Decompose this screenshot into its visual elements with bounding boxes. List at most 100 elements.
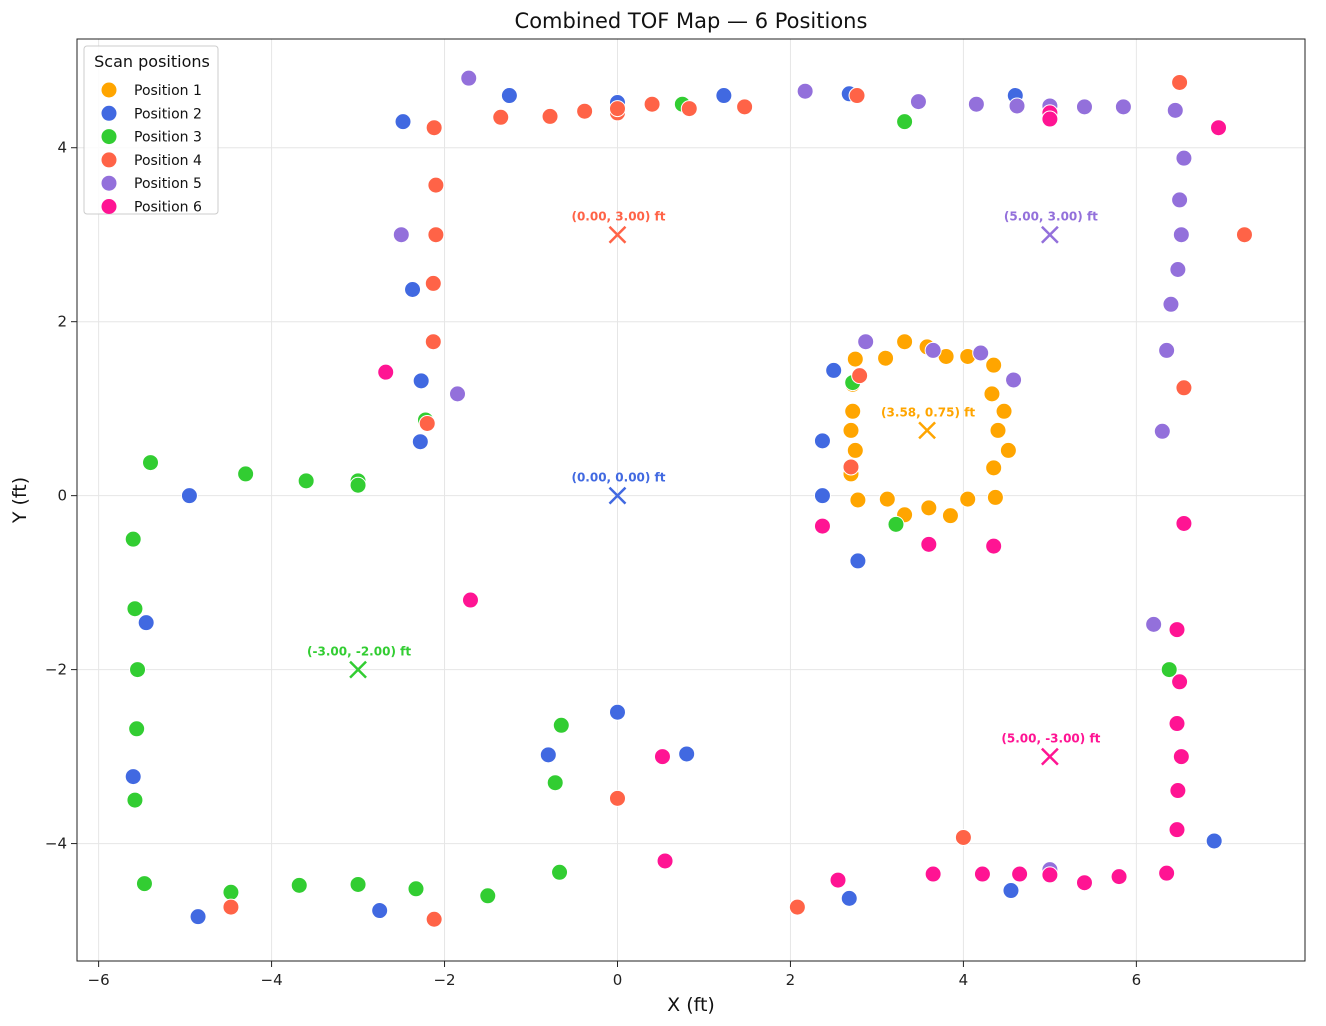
point-position-6 — [656, 852, 674, 870]
point-position-1 — [842, 421, 860, 439]
point-position-2 — [394, 113, 412, 131]
point-position-1 — [846, 350, 864, 368]
point-position-5 — [1175, 149, 1193, 167]
origin-marker-position-4 — [608, 225, 627, 244]
point-position-1 — [877, 349, 895, 367]
point-position-6 — [461, 591, 479, 609]
point-position-6 — [1168, 621, 1186, 639]
origin-marker-position-6 — [1041, 747, 1059, 766]
y-tick-label: 0 — [57, 487, 67, 505]
point-position-4 — [425, 119, 443, 137]
origin-label-position-1: (3.58, 0.75) ft — [881, 405, 975, 419]
point-position-6 — [920, 535, 938, 553]
point-position-5 — [1153, 422, 1171, 440]
point-position-2 — [189, 908, 207, 926]
origin-label-position-3: (-3.00, -2.00) ft — [307, 645, 411, 659]
point-position-2 — [715, 87, 733, 105]
point-position-1 — [986, 488, 1004, 506]
point-position-3 — [349, 476, 367, 494]
point-position-5 — [1171, 191, 1189, 209]
point-position-5 — [1145, 615, 1163, 633]
legend-title: Scan positions — [94, 52, 210, 71]
point-position-5 — [449, 385, 467, 403]
point-position-1 — [959, 490, 977, 508]
point-position-5 — [857, 333, 875, 351]
x-tick-label: 6 — [1132, 971, 1142, 989]
x-tick-label: −6 — [88, 971, 110, 989]
point-position-5 — [1172, 226, 1190, 244]
point-position-1 — [999, 441, 1017, 459]
point-position-4 — [427, 226, 445, 244]
point-position-6 — [1168, 821, 1186, 839]
point-position-6 — [985, 537, 1003, 555]
point-position-1 — [983, 385, 1001, 403]
point-position-4 — [425, 910, 443, 928]
point-position-1 — [985, 356, 1003, 374]
point-position-1 — [995, 402, 1013, 420]
point-position-4 — [736, 98, 754, 116]
point-position-6 — [1041, 110, 1059, 128]
point-position-3 — [297, 472, 315, 490]
y-tick-label: −2 — [45, 661, 67, 679]
chart-title: Combined TOF Map — 6 Positions — [515, 9, 868, 33]
point-position-3 — [135, 875, 153, 893]
legend-swatch-position-4 — [101, 152, 117, 168]
point-position-5 — [909, 93, 927, 111]
point-position-2 — [1002, 882, 1020, 900]
point-position-5 — [967, 95, 985, 113]
x-tick-label: 2 — [786, 971, 796, 989]
point-position-1 — [849, 491, 867, 509]
y-tick-label: 2 — [57, 313, 67, 331]
point-position-2 — [678, 745, 696, 763]
point-position-4 — [851, 367, 869, 385]
point-position-1 — [989, 421, 1007, 439]
legend-label-position-6: Position 6 — [134, 200, 202, 216]
point-position-6 — [377, 363, 395, 381]
point-position-6 — [924, 865, 942, 883]
origin-label-position-2: (0.00, 0.00) ft — [571, 471, 665, 485]
point-position-3 — [290, 876, 308, 894]
point-position-6 — [1169, 782, 1187, 800]
origin-marker-position-3 — [349, 660, 367, 679]
legend-label-position-1: Position 1 — [134, 83, 202, 99]
point-position-3 — [407, 880, 425, 898]
point-position-4 — [608, 789, 626, 807]
point-position-5 — [1008, 97, 1026, 115]
point-position-3 — [349, 875, 367, 893]
point-position-3 — [124, 530, 142, 548]
point-position-6 — [973, 865, 991, 883]
point-position-6 — [1175, 514, 1193, 532]
point-position-5 — [460, 69, 478, 87]
legend-label-position-2: Position 2 — [134, 106, 202, 122]
point-position-3 — [887, 515, 905, 533]
x-tick-label: −4 — [261, 971, 283, 989]
point-position-3 — [552, 716, 570, 734]
point-position-6 — [1172, 748, 1190, 766]
point-position-6 — [1011, 865, 1029, 883]
legend-swatch-position-5 — [101, 175, 117, 191]
point-position-5 — [1162, 295, 1180, 313]
point-position-4 — [954, 828, 972, 846]
point-position-5 — [1075, 98, 1093, 116]
point-position-6 — [653, 748, 671, 766]
legend-swatch-position-2 — [101, 105, 117, 121]
point-position-1 — [846, 441, 864, 459]
legend-label-position-3: Position 3 — [134, 130, 202, 146]
point-position-4 — [643, 95, 661, 113]
point-position-4 — [680, 100, 698, 118]
point-position-4 — [788, 898, 806, 916]
point-position-3 — [126, 600, 144, 618]
x-axis-label: X (ft) — [667, 994, 715, 1016]
origin-label-position-5: (5.00, 3.00) ft — [1004, 210, 1098, 224]
point-position-6 — [813, 517, 831, 535]
point-position-5 — [1166, 101, 1184, 119]
legend-swatch-position-6 — [101, 199, 117, 214]
point-position-5 — [1169, 261, 1187, 278]
point-position-6 — [1041, 866, 1059, 884]
point-position-4 — [418, 414, 436, 432]
point-position-4 — [1235, 226, 1253, 244]
point-position-4 — [608, 100, 626, 118]
point-position-3 — [142, 454, 160, 472]
point-position-3 — [1160, 661, 1178, 679]
